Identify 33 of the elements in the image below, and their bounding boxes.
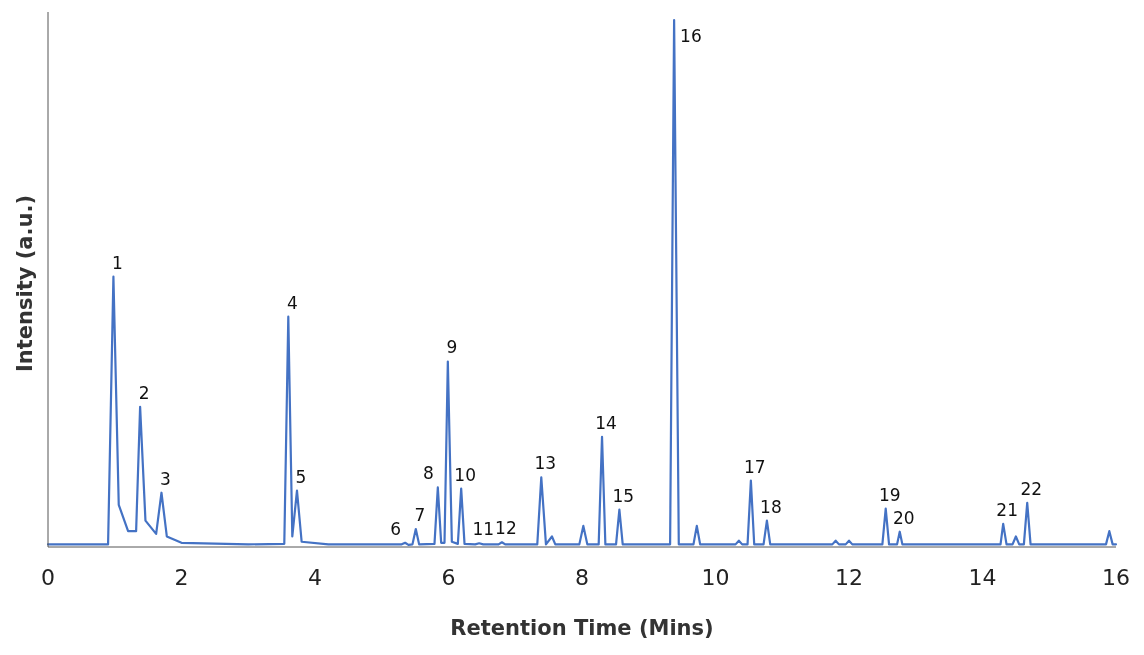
annotation: 8 (422, 463, 434, 484)
y-axis-title: Intensity (a.u.) (13, 194, 37, 373)
annotation: 18 (760, 496, 782, 517)
annotation: 3 (160, 468, 171, 489)
x-tick-label: 10 (701, 565, 730, 590)
x-tick-label: 6 (441, 565, 456, 590)
annotation: 2 (138, 382, 150, 403)
x-tick-label: 14 (968, 565, 997, 590)
annotation: 20 (892, 507, 915, 528)
annotation: 22 (1020, 478, 1043, 499)
annotation: 21 (996, 499, 1019, 520)
annotation: 7 (414, 505, 426, 526)
x-tick-label: 16 (1102, 565, 1130, 590)
x-tick-label: 4 (308, 565, 322, 590)
x-tick-label: 0 (41, 565, 55, 590)
annotation: 4 (286, 292, 298, 313)
annotation: 5 (295, 466, 307, 487)
annotation: 13 (534, 453, 557, 474)
annotation: 10 (454, 464, 476, 485)
x-tick-label: 12 (835, 565, 863, 590)
annotation: 11 (472, 519, 495, 540)
x-tick-label: 8 (575, 565, 589, 590)
annotation: 1 (112, 252, 123, 273)
x-axis-title: Retention Time (Mins) (450, 616, 714, 640)
annotation: 17 (744, 456, 766, 477)
annotation: 14 (595, 412, 617, 433)
annotation: 12 (495, 518, 517, 539)
x-tick-label: 2 (174, 565, 189, 590)
annotation: 6 (390, 518, 402, 539)
annotation: 19 (878, 484, 901, 505)
annotation: 16 (680, 26, 702, 46)
annotation: 15 (612, 485, 635, 506)
annotation: 9 (446, 337, 458, 358)
